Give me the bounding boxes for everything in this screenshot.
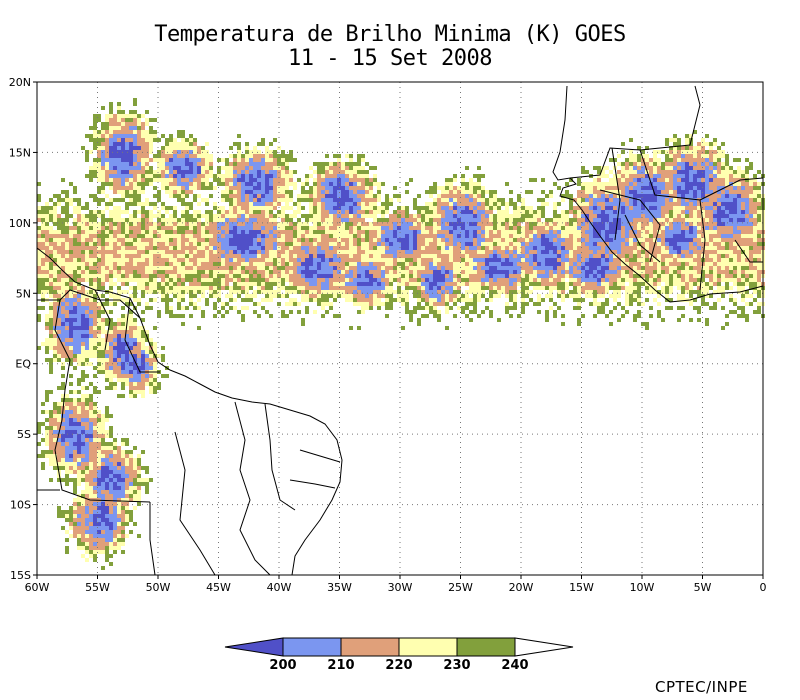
lon-tick-label: 35W xyxy=(327,581,352,594)
south-america-border xyxy=(299,449,341,463)
map-title: Temperatura de Brilho Minima (K) GOES xyxy=(154,22,626,47)
lat-tick-label: 5S xyxy=(17,428,31,441)
lat-tick-label: 10N xyxy=(9,217,31,230)
south-america-border xyxy=(289,479,336,489)
map-date-range: 11 - 15 Set 2008 xyxy=(288,46,492,71)
colorbar-level-label: 220 xyxy=(385,658,412,673)
axis-ticks: 60W 55W 50W 45W 40W 35W 30W 25W 20W 15W 10W 5W 0 20N 1… xyxy=(9,76,767,594)
colorbar-level-label: 240 xyxy=(501,658,528,673)
lon-tick-label: 55W xyxy=(85,581,110,594)
lat-tick-label: 20N xyxy=(9,76,31,89)
africa-border xyxy=(611,147,621,241)
south-america-border xyxy=(124,297,160,373)
lon-tick-label: 50W xyxy=(146,581,171,594)
colorbar-level-label: 230 xyxy=(443,658,470,673)
colorbar-level-label: 210 xyxy=(327,658,354,673)
lon-tick-label: 5W xyxy=(694,581,712,594)
colorbar-swatch xyxy=(398,637,458,657)
colorbar-level-label: 200 xyxy=(269,658,296,673)
colorbar-legend: 200 210 220 230 240 xyxy=(224,637,574,673)
south-america-coastline xyxy=(36,247,343,576)
lon-tick-label: 15W xyxy=(569,581,594,594)
lon-tick-label: 20W xyxy=(509,581,534,594)
south-america-border xyxy=(234,401,271,576)
lat-tick-label: EQ xyxy=(15,358,31,371)
lon-tick-label: 40W xyxy=(267,581,292,594)
colorbar-swatch xyxy=(456,637,516,657)
colorbar-swatch xyxy=(340,637,400,657)
south-america-border xyxy=(149,502,156,576)
africa-border xyxy=(624,214,661,263)
lon-tick-label: 60W xyxy=(25,581,50,594)
credit-label: CPTEC/INPE xyxy=(655,678,748,696)
lon-tick-label: 10W xyxy=(630,581,655,594)
south-america-border xyxy=(37,289,141,319)
lat-tick-label: 15S xyxy=(10,569,31,582)
africa-border xyxy=(599,189,661,263)
colorbar-swatch xyxy=(282,637,342,657)
lat-tick-label: 15N xyxy=(9,146,31,159)
lon-tick-label: 0 xyxy=(760,581,767,594)
africa-border xyxy=(699,177,764,201)
south-america-border xyxy=(94,289,111,351)
south-america-border xyxy=(264,403,296,511)
colorbar-low-arrow xyxy=(224,637,284,657)
africa-coastline xyxy=(552,85,764,303)
south-america-border xyxy=(54,299,151,503)
lon-tick-label: 30W xyxy=(388,581,413,594)
coastlines xyxy=(36,85,764,576)
lon-tick-label: 25W xyxy=(448,581,473,594)
lat-tick-label: 5N xyxy=(16,287,31,300)
colorbar-high-arrow xyxy=(514,637,574,657)
lon-tick-label: 45W xyxy=(206,581,231,594)
lat-lon-grid xyxy=(37,82,763,575)
south-america-border xyxy=(174,431,216,576)
lat-tick-label: 10S xyxy=(10,499,31,512)
africa-border xyxy=(734,239,763,263)
